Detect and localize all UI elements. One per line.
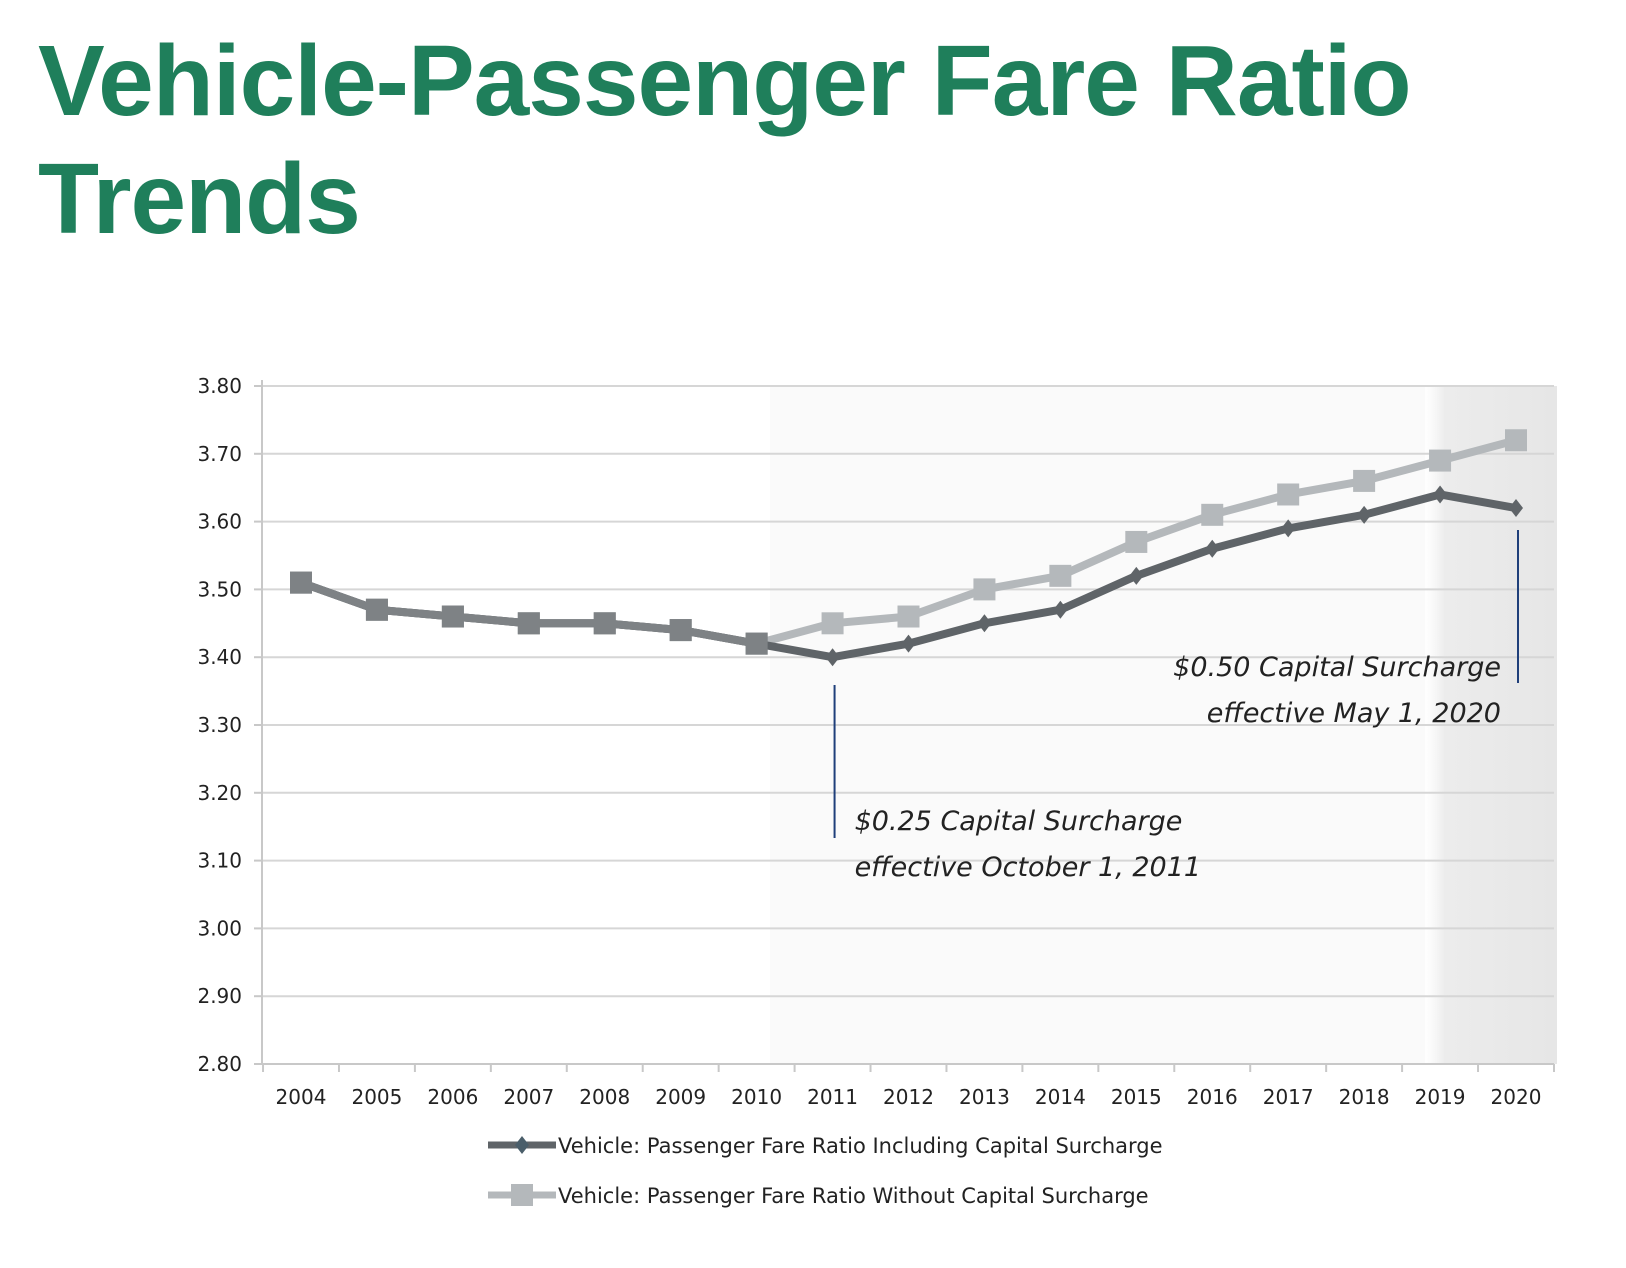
annotation-text: $0.25 Capital Surcharge [855,806,1183,837]
x-tick-label: 2012 [883,1085,934,1109]
x-tick-label: 2018 [1339,1085,1390,1109]
data-point [1201,503,1224,526]
x-tick-label: 2014 [1035,1085,1086,1109]
data-point [669,619,692,642]
x-tick-label: 2011 [807,1085,858,1109]
data-point [1053,600,1068,619]
annotation-text: effective May 1, 2020 [1207,698,1501,729]
data-point [1353,469,1376,492]
y-tick-label: 3.60 [197,510,242,534]
page-title: Vehicle-Passenger Fare Ratio Trends [38,25,1412,255]
data-point [825,648,840,667]
x-tick-label: 2009 [655,1085,706,1109]
data-point [745,632,768,655]
y-tick-label: 3.70 [197,442,242,466]
data-point [1505,429,1527,452]
x-tick-label: 2016 [1187,1085,1238,1109]
x-tick-label: 2007 [503,1085,554,1109]
data-point [1277,483,1300,506]
data-point [1429,449,1452,472]
y-tick-label: 3.20 [197,781,242,805]
y-tick-label: 3.00 [197,916,242,940]
data-point [517,612,540,635]
x-tick-label: 2020 [1491,1085,1542,1109]
data-point [1433,485,1448,504]
legend-marker [511,1184,533,1206]
x-tick-label: 2004 [276,1085,327,1109]
annotation-text: effective October 1, 2011 [855,852,1202,883]
data-point [1205,539,1220,558]
x-tick-label: 2019 [1415,1085,1466,1109]
x-tick-label: 2015 [1111,1085,1162,1109]
data-point [973,578,996,601]
legend-label: Vehicle: Passenger Fare Ratio Including … [558,1134,1163,1158]
data-point [901,634,916,653]
y-tick-label: 3.30 [197,713,242,737]
data-point [821,612,844,635]
data-point [290,571,312,594]
x-tick-label: 2017 [1263,1085,1314,1109]
data-point [593,612,616,635]
data-point [1357,505,1372,524]
legend-label: Vehicle: Passenger Fare Ratio Without Ca… [558,1184,1149,1208]
annotation-text: $0.50 Capital Surcharge [1173,652,1501,683]
y-tick-label: 3.10 [197,849,242,873]
y-tick-label: 2.90 [197,984,242,1008]
x-tick-label: 2013 [959,1085,1010,1109]
data-point [977,614,992,633]
data-point [365,598,388,621]
data-point [1049,564,1072,587]
y-tick-label: 3.40 [197,645,242,669]
data-point [1125,530,1148,553]
x-tick-label: 2005 [351,1085,402,1109]
y-tick-label: 3.80 [197,374,242,398]
legend-marker [515,1136,529,1154]
y-tick-label: 3.50 [197,577,242,601]
x-tick-label: 2010 [731,1085,782,1109]
data-point [1509,499,1523,518]
data-point [441,605,464,628]
x-tick-label: 2008 [579,1085,630,1109]
y-tick-label: 2.80 [197,1052,242,1076]
data-point [897,605,920,628]
data-point [1281,519,1296,538]
data-point [1129,566,1144,585]
x-tick-label: 2006 [427,1085,478,1109]
